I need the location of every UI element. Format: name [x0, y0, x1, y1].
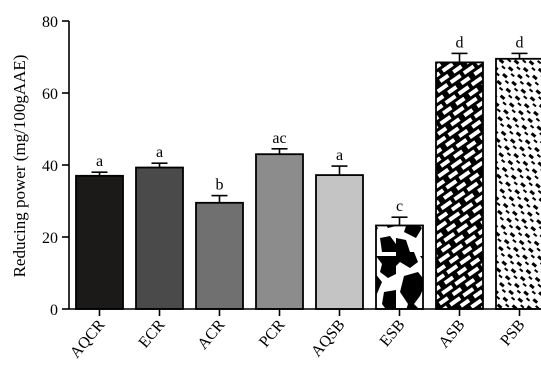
- significance-letter: c: [396, 198, 403, 215]
- bar-ecr: [135, 166, 184, 310]
- y-axis: 0 20 40 60 80: [42, 14, 70, 319]
- category-label: PSB: [497, 317, 528, 350]
- bar-asb: [435, 61, 484, 310]
- category-label: ACR: [194, 316, 228, 352]
- significance-letter: b: [216, 177, 224, 194]
- significance-letter: a: [156, 144, 163, 161]
- category-label: ESB: [377, 317, 409, 350]
- significance-letter: a: [96, 153, 103, 170]
- bar-esb: [375, 224, 424, 310]
- y-tick-label: 20: [42, 230, 58, 247]
- y-tick-label: 80: [42, 14, 58, 31]
- bar-psb: [495, 57, 541, 310]
- significance-letter: ac: [272, 130, 286, 147]
- significance-letter: d: [516, 34, 524, 51]
- x-axis: AQCR ECR ACR PCR AQSB ESB ASB PSB: [67, 308, 536, 362]
- significance-letter: d: [456, 34, 464, 51]
- y-axis-title: Reducing power (mg/100gAAE): [10, 55, 29, 278]
- y-tick-label: 40: [42, 158, 58, 175]
- bar-acr: [195, 201, 244, 310]
- category-label: ECR: [136, 316, 169, 351]
- category-label: AQCR: [67, 316, 109, 361]
- y-tick-label: 60: [42, 86, 58, 103]
- bar-aqsb: [315, 174, 364, 310]
- category-label: PCR: [256, 316, 289, 350]
- bar-aqcr: [75, 174, 124, 310]
- y-tick-label: 0: [50, 302, 58, 319]
- category-label: ASB: [436, 317, 469, 352]
- significance-letter: a: [336, 147, 343, 164]
- category-label: AQSB: [308, 317, 348, 361]
- bar-pcr: [255, 153, 304, 310]
